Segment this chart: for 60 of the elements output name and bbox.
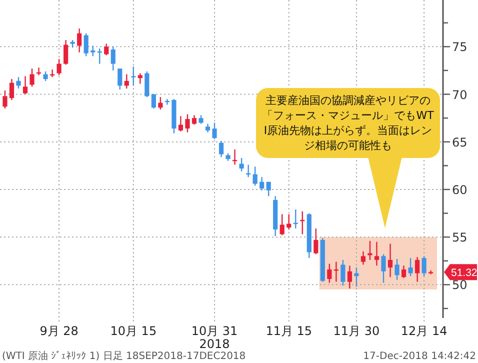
x-tick-label: 10月 31 <box>191 324 238 338</box>
candlestick <box>212 122 217 140</box>
candlestick <box>374 241 380 266</box>
candlestick <box>218 140 224 158</box>
candlestick <box>22 76 28 95</box>
x-tick-label: 10月 15 <box>110 324 157 338</box>
candlestick <box>401 265 406 279</box>
candlestick <box>118 68 122 90</box>
candlestick <box>260 176 264 192</box>
candlestick <box>110 46 116 72</box>
candlestick <box>286 214 292 230</box>
candlestick <box>388 243 393 278</box>
candlestick <box>124 74 129 90</box>
candlestick <box>340 259 346 286</box>
candlestick <box>56 58 62 76</box>
candlestick <box>16 76 21 90</box>
candlestick <box>77 28 82 53</box>
candlestick <box>43 70 48 82</box>
y-tick-label: 70 <box>452 88 468 102</box>
candlestick <box>360 250 366 266</box>
candlestick <box>252 166 258 186</box>
candlestick <box>64 39 68 66</box>
y-tick-label: 65 <box>452 135 468 150</box>
x-tick-label: 11月 30 <box>333 324 380 338</box>
candlestick <box>354 266 359 288</box>
candlestick <box>158 96 163 110</box>
candlestick <box>381 254 386 284</box>
y-tick-label: 55 <box>452 230 468 245</box>
y-tick-label: 50 <box>452 278 468 292</box>
y-tick-label: 75 <box>452 40 468 54</box>
text: 2018 <box>199 337 230 351</box>
candlestick <box>185 114 190 133</box>
candlestick <box>414 256 420 282</box>
x-tick-label: 9月 28 <box>40 324 78 338</box>
text: 51.32 <box>451 267 478 280</box>
candlestick <box>138 72 142 84</box>
candlestick <box>347 265 352 290</box>
candlestick <box>84 32 88 57</box>
candlestick <box>2 90 8 110</box>
text: 17-Dec-2018 14:42:42 <box>363 351 476 362</box>
x-tick-label: 11月 15 <box>266 324 312 338</box>
candlestick <box>131 66 136 86</box>
candlestick <box>30 68 34 88</box>
candlestick <box>9 78 14 101</box>
candlestick <box>90 45 96 57</box>
candlestick <box>408 257 413 277</box>
candlestick <box>327 263 332 284</box>
candlestick <box>422 256 426 277</box>
x-tick-label: 12月 14 <box>400 324 448 338</box>
candlestick <box>280 214 284 236</box>
candlestick <box>394 258 400 281</box>
candlestick <box>178 116 184 132</box>
candlestick <box>239 157 244 172</box>
text: (WTI 原油 ｼﾞｪﾈﾘｯｸ 1) 日足 18SEP2018-17DEC2018 <box>2 350 246 362</box>
y-tick-label: 60 <box>452 182 468 197</box>
candlestick <box>314 228 318 255</box>
candlestick <box>266 181 271 197</box>
candlestick <box>192 114 197 126</box>
annotation: 主要産油国の協調減産やリビアの「フォース・マジュール」でもWTI原油先物は上がらず。当面はレンジ相場の可能性も <box>262 94 434 152</box>
candlestick <box>104 43 109 56</box>
